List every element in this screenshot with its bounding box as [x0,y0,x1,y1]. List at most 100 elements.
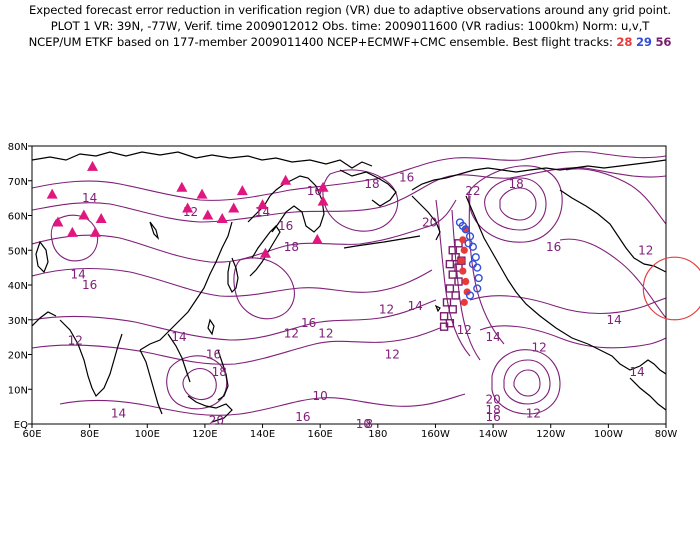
lat-tick-label: 40N [8,281,28,292]
lon-tick-label: 60E [22,429,41,440]
contour-line [233,257,295,320]
track-56-marker [448,305,457,314]
contour-line [559,238,666,319]
coastline [559,189,666,273]
coastline [587,343,666,375]
track-28-marker [463,288,471,296]
track-29-marker [465,291,475,300]
contour-line [451,209,481,361]
track-56-marker [445,284,455,293]
lon-tick-label: 80E [80,429,99,440]
header-line-2: PLOT 1 VR: 39N, -77W, Verif. time 200901… [50,19,650,33]
lon-tick-label: 100W [594,429,623,440]
contour-line [479,325,666,349]
observation-triangle [202,209,214,220]
contour-line [32,327,441,365]
contour-line [468,165,563,243]
contour-line [503,359,551,405]
observation-triangle [66,226,78,237]
coastline [139,349,163,415]
observation-triangle [182,202,194,213]
track-28-legend: 28 [616,35,633,49]
coastline [217,349,229,401]
contour-label: 14 [82,191,97,205]
contour-label: 12 [379,302,394,316]
header-line-3: NCEP/UM ETKF based on 177-member 2009011… [0,34,700,50]
coastline [35,240,49,274]
lon-tick-label: 100E [135,429,160,440]
track-56-marker [454,277,463,286]
plot-header: Expected forecast error reduction in ver… [0,2,700,50]
lon-tick-label: 160W [421,429,450,440]
track-56-legend: 56 [655,35,672,49]
contour-label: 10 [313,389,328,403]
verification-region-circle [642,256,700,321]
lat-tick-label: 60N [8,212,28,223]
track-28-marker [459,236,467,244]
lon-tick-label: 120W [536,429,565,440]
track-28-marker [457,257,465,265]
contour-label: 14 [70,268,85,282]
track-56-marker [442,298,452,307]
track-29-marker [458,221,467,231]
contour-label: 8 [365,417,373,431]
coastline [167,333,191,383]
contour-label: 14 [171,330,186,344]
contour-label: 12 [638,243,653,257]
observation-triangle [196,188,208,199]
coastline [187,395,233,423]
coastline [629,377,666,411]
observation-triangle [176,181,188,192]
coastline [149,221,160,240]
contour-label: 12 [284,327,299,341]
track-56-marker [448,270,457,279]
coastline [249,225,281,277]
contour-label: 12 [457,323,472,337]
coastline [247,175,325,233]
contour-line [59,393,466,416]
track-29-legend: 29 [635,35,652,49]
coastline [465,195,589,345]
verification-region [642,256,700,321]
track-29-marker [474,273,483,283]
contour-label: 16 [82,278,97,292]
contour-line [491,349,561,415]
contour-label: 20 [485,393,500,407]
coastline [207,318,215,336]
track-56-marker [439,322,449,331]
lat-tick-label: 70N [8,177,28,188]
coastline [434,304,441,313]
observation-triangle [46,188,58,199]
observation-triangle [317,195,329,206]
contour-label: 12 [532,341,547,355]
contour-label: 14 [606,313,621,327]
contour-line [32,151,666,201]
longitude-ticks: 60E 80E 100E 120E 140E 160E 180 160W 140W 120W 100… [22,424,677,440]
contour-label: 18 [364,177,379,191]
track-28-marker [459,267,467,275]
contour-label: 12 [68,334,83,348]
contour-label: 16 [278,219,293,233]
track-29-marker [464,239,473,248]
observation-triangle [259,247,271,258]
coastline [32,151,373,169]
coastline [139,221,233,351]
contour-labels: 1622181816122014141612121416181612161214… [68,170,654,431]
observation-triangle [317,181,329,192]
latitude-ticks: EQ 10N 20N 30N 40N 50N 60N 70N 80N [8,142,32,431]
contour-label: 16 [485,410,500,424]
contour-label: 16 [399,170,414,184]
contour-line [32,199,457,263]
contour-label: 20 [209,414,224,428]
lon-tick-label: 120E [192,429,217,440]
observation-triangle [280,174,292,185]
contour-label: 10 [356,417,371,431]
observation-triangle [89,226,101,237]
contour-label: 16 [307,184,322,198]
lon-tick-label: 80W [655,429,678,440]
contour-line [513,369,541,397]
coastline [343,235,421,249]
lat-tick-label: 50N [8,246,28,257]
track-28-marker [460,298,468,306]
